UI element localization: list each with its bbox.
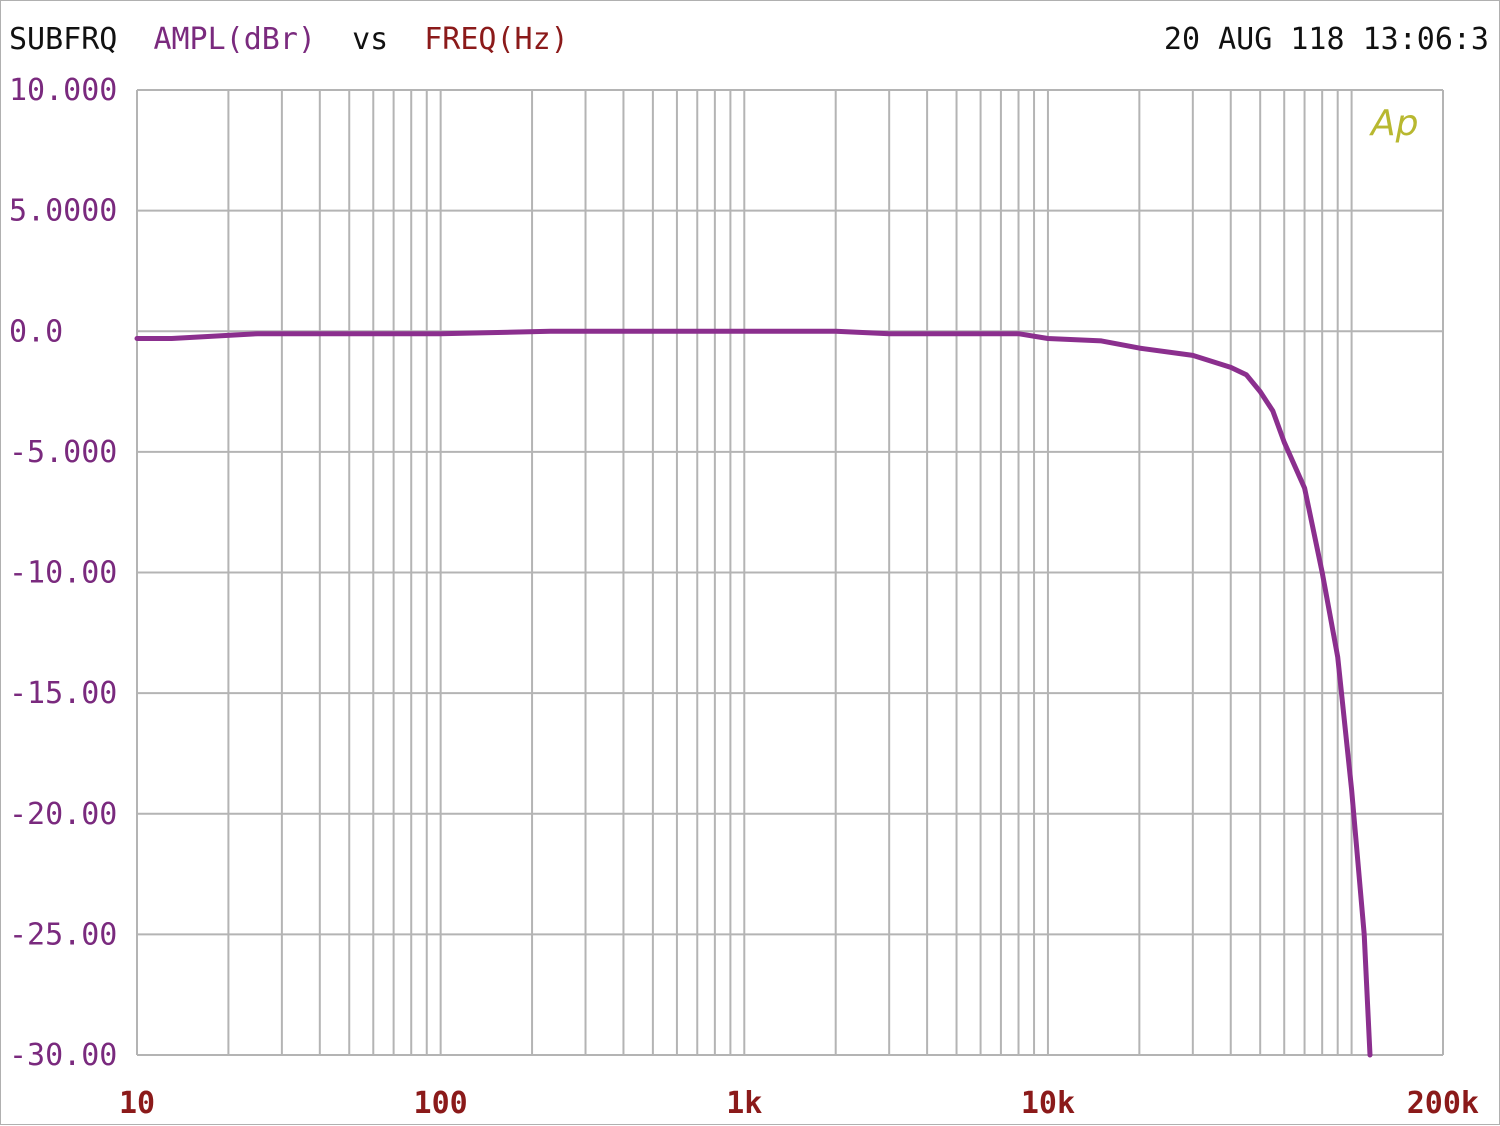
timestamp: 20 AUG 118 13:06:3 [1164,22,1489,57]
x-axis-quantity: FREQ(Hz) [424,22,569,57]
x-tick-labels: 10 100 1k 10k 200k [119,1086,1479,1121]
y-tick-labels: 10.000 5.0000 0.0 -5.000 -10.00 -15.00 -20.00 -… [9,73,117,1073]
y-tick-label: -30.00 [9,1038,117,1073]
y-tick-label: -5.000 [9,435,117,470]
vs-label: vs [352,22,388,57]
y-axis-quantity: AMPL(dBr) [153,22,316,57]
x-tick-label: 200k [1407,1086,1479,1121]
grid [136,89,1444,1056]
chart-header: SUBFRQ AMPL(dBr) vs FREQ(Hz) [9,22,569,57]
y-tick-label: -20.00 [9,797,117,832]
y-tick-label: 5.0000 [9,194,117,229]
x-tick-label: 100 [414,1086,468,1121]
trace-layer [134,328,1373,1058]
amplitude-trace [134,328,1373,1058]
x-tick-label: 1k [726,1086,762,1121]
x-tick-label: 10 [119,1086,155,1121]
y-tick-label: -15.00 [9,676,117,711]
y-tick-label: 0.0 [9,314,63,349]
ap-logo: Ap [1369,103,1418,144]
x-tick-label: 10k [1021,1086,1075,1121]
channel-label: SUBFRQ [9,22,117,57]
y-tick-label: -25.00 [9,917,117,952]
y-tick-label: -10.00 [9,556,117,591]
y-tick-label: 10.000 [9,73,117,108]
